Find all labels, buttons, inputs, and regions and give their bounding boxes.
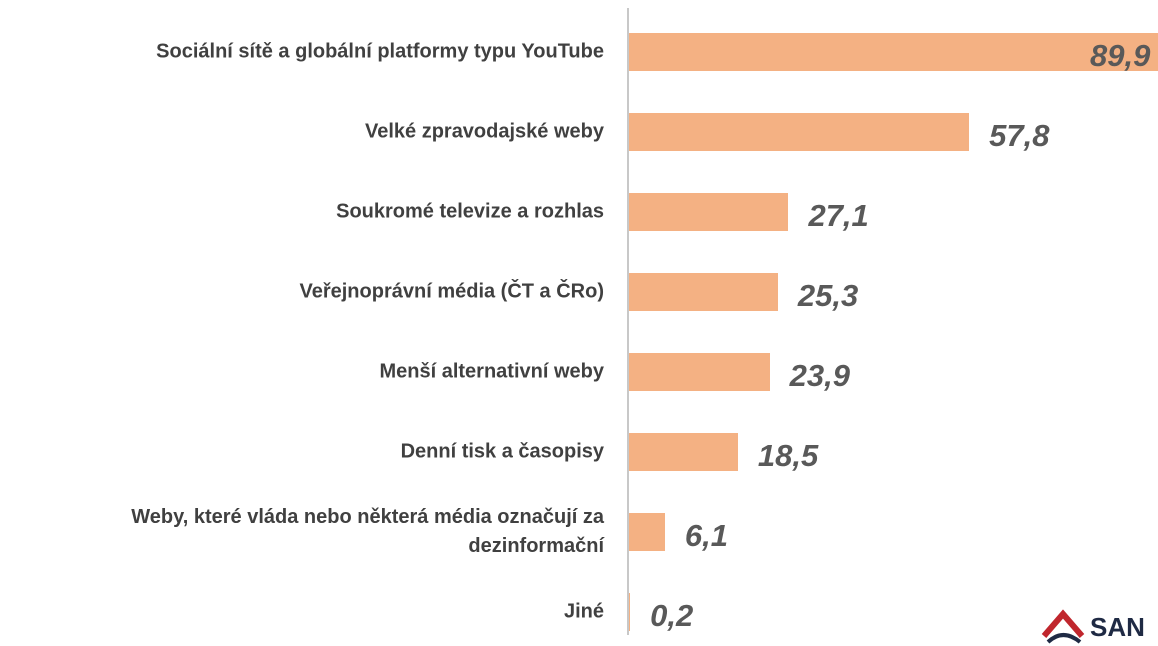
bar — [629, 33, 1158, 71]
value-label: 6,1 — [684, 518, 728, 553]
category-label: Velké zpravodajské weby — [364, 120, 604, 143]
category-label: Menší alternativní weby — [379, 360, 604, 383]
category-label: Veřejnoprávní média (ČT a ČRo) — [299, 280, 604, 303]
logo-mark — [1041, 609, 1085, 644]
bar — [629, 273, 778, 311]
category-label: Jiné — [563, 600, 604, 623]
category-label: Weby, které vláda nebo některá média ozn… — [131, 506, 604, 557]
bar — [629, 353, 770, 391]
bar — [629, 593, 631, 631]
category-label: Sociální sítě a globální platformy typu … — [156, 40, 604, 63]
logo-text: SAN — [1090, 612, 1145, 642]
value-label: 25,3 — [797, 278, 859, 313]
bar — [629, 113, 970, 151]
value-label: 89,9 — [1090, 38, 1151, 73]
bar — [629, 433, 738, 471]
bar — [629, 513, 665, 551]
value-label: 23,9 — [789, 358, 850, 393]
category-label: Soukromé televize a rozhlas — [336, 200, 604, 223]
value-label: 18,5 — [757, 438, 819, 473]
value-label: 0,2 — [650, 598, 694, 633]
category-label: Denní tisk a časopisy — [400, 440, 604, 463]
value-label: 27,1 — [808, 198, 869, 233]
bar — [629, 193, 789, 231]
value-label: 57,8 — [989, 118, 1050, 153]
axis-line — [627, 8, 629, 635]
